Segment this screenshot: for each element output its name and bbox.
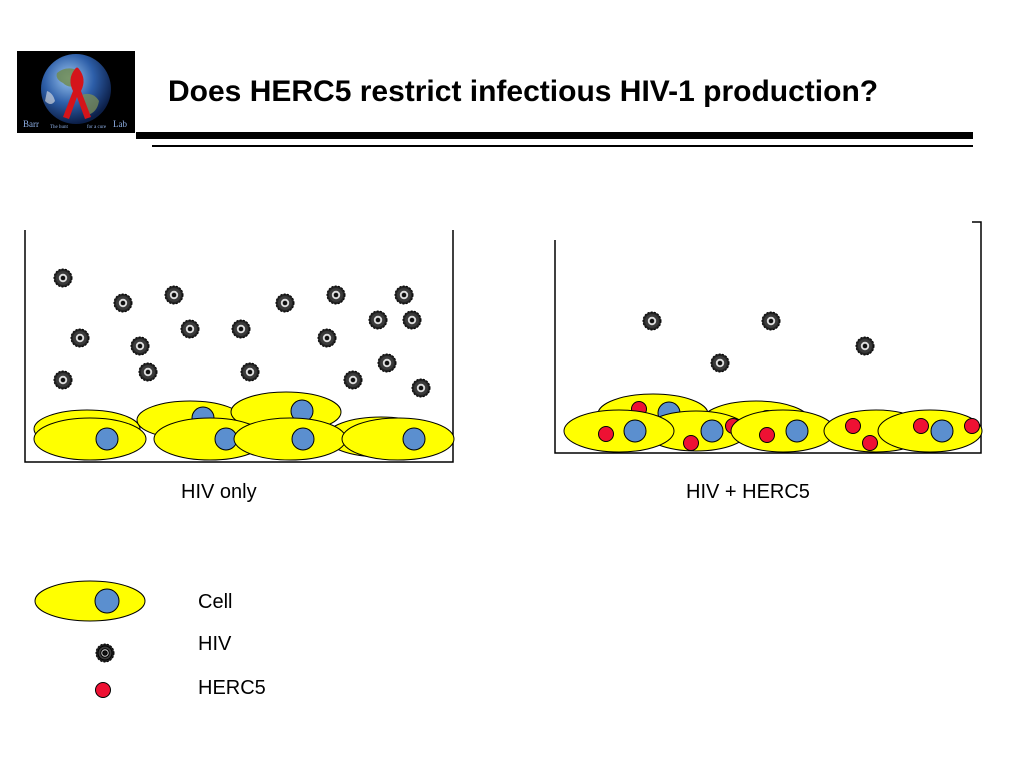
- cell: [877, 409, 983, 453]
- legend-cell-icon: [34, 580, 146, 622]
- nucleus: [930, 419, 954, 443]
- herc5-dot: [759, 427, 775, 443]
- svg-text:Lab: Lab: [113, 119, 127, 129]
- svg-text:Barr: Barr: [23, 119, 39, 129]
- hiv-particle: [317, 328, 337, 348]
- cells-left: [33, 391, 455, 461]
- hiv-particle: [411, 378, 431, 398]
- svg-text:The hunt: The hunt: [50, 125, 69, 130]
- hiv-particle: [70, 328, 90, 348]
- hiv-particles-left: [53, 268, 431, 398]
- herc5-dot: [862, 435, 878, 451]
- hiv-particle: [53, 370, 73, 390]
- cell: [563, 409, 675, 453]
- legend-cell-label: Cell: [198, 591, 233, 613]
- container-left: [24, 230, 454, 463]
- lab-logo: Barr The hunt for a cure Lab: [17, 51, 135, 133]
- hiv-particle: [180, 319, 200, 339]
- title-rule-thin: [152, 145, 973, 147]
- legend-hiv-label: HIV: [198, 633, 232, 655]
- hiv-particle: [642, 311, 662, 331]
- legend-herc5-label: HERC5: [198, 677, 266, 699]
- nucleus: [700, 419, 724, 443]
- hiv-particle: [326, 285, 346, 305]
- cells-right: [563, 393, 983, 453]
- nucleus: [402, 427, 426, 451]
- cell: [233, 417, 347, 461]
- nucleus: [95, 427, 119, 451]
- container-right: [554, 221, 982, 454]
- hiv-particles-right: [642, 311, 875, 373]
- hiv-particle: [240, 362, 260, 382]
- herc5-dot: [913, 418, 929, 434]
- title-rule-thick: [136, 132, 973, 139]
- nucleus: [785, 419, 809, 443]
- legend-nucleus: [94, 588, 120, 614]
- hiv-particle: [394, 285, 414, 305]
- panel-label-hiv-only: HIV only: [181, 481, 257, 503]
- nucleus: [291, 427, 315, 451]
- legend-herc5-icon: [95, 682, 111, 698]
- hiv-particle: [710, 353, 730, 373]
- cell: [341, 417, 455, 461]
- globe-ribbon-icon: Barr The hunt for a cure Lab: [23, 54, 127, 130]
- cell: [730, 409, 836, 453]
- hiv-only-panel: [24, 230, 455, 463]
- hiv-particle: [343, 370, 363, 390]
- hiv-particle: [855, 336, 875, 356]
- hiv-particle: [113, 293, 133, 313]
- hiv-particle: [368, 310, 388, 330]
- hiv-particle: [138, 362, 158, 382]
- hiv-particle: [275, 293, 295, 313]
- panel-label-hiv-herc5: HIV + HERC5: [686, 481, 810, 503]
- hiv-particle: [164, 285, 184, 305]
- hiv-particle: [377, 353, 397, 373]
- legend-hiv-icon: [95, 643, 115, 663]
- hiv-particle: [231, 319, 251, 339]
- herc5-dot: [598, 426, 614, 442]
- hiv-particle: [761, 311, 781, 331]
- herc5-dot: [683, 435, 699, 451]
- herc5-dot: [845, 418, 861, 434]
- legend-symbols: [34, 580, 146, 698]
- cell: [33, 417, 147, 461]
- nucleus: [623, 419, 647, 443]
- hiv-herc5-panel: [554, 221, 983, 454]
- hiv-particle: [53, 268, 73, 288]
- page-title: Does HERC5 restrict infectious HIV-1 pro…: [168, 75, 879, 108]
- svg-text:for a cure: for a cure: [87, 125, 107, 130]
- hiv-particle: [130, 336, 150, 356]
- hiv-particle: [402, 310, 422, 330]
- herc5-dot: [964, 418, 980, 434]
